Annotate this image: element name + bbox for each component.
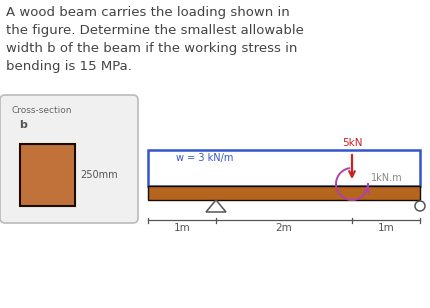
Text: 250mm: 250mm: [80, 170, 118, 180]
Text: 1m: 1m: [174, 223, 190, 233]
Text: w = 3 kN/m: w = 3 kN/m: [176, 153, 233, 163]
Text: A wood beam carries the loading shown in
the figure. Determine the smallest allo: A wood beam carries the loading shown in…: [6, 6, 304, 73]
Polygon shape: [206, 200, 226, 212]
Text: Cross-section: Cross-section: [12, 106, 73, 115]
Text: 1m: 1m: [378, 223, 394, 233]
Text: 2m: 2m: [276, 223, 292, 233]
Text: b: b: [19, 120, 27, 130]
Text: 1kN.m: 1kN.m: [371, 173, 402, 183]
Circle shape: [415, 201, 425, 211]
Bar: [20, 144, 75, 206]
Text: 5kN: 5kN: [342, 138, 362, 148]
Bar: [148, 186, 420, 200]
FancyBboxPatch shape: [0, 95, 138, 223]
Bar: [148, 150, 420, 186]
